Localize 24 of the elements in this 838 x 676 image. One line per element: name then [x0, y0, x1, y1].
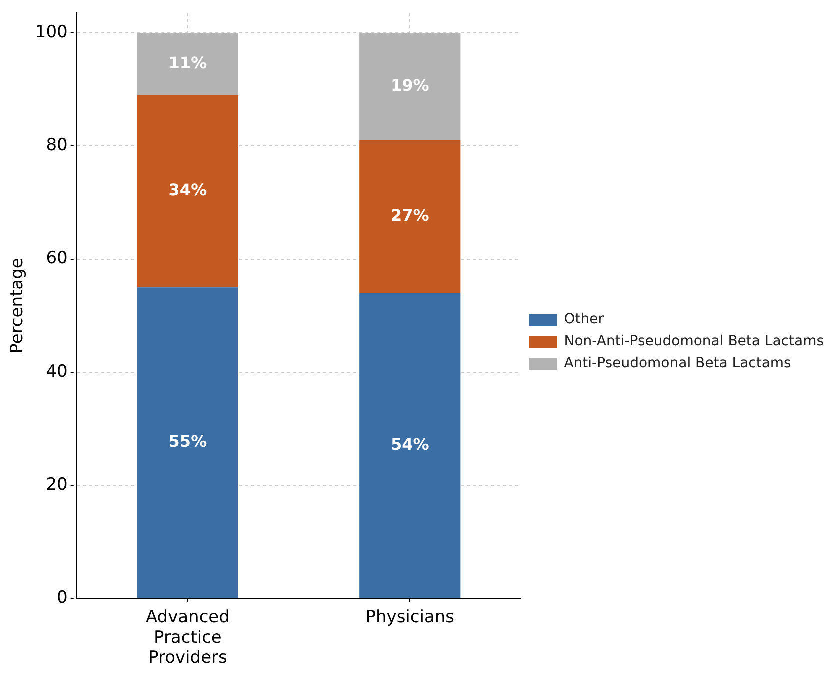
- y-tick-label: 60: [46, 248, 68, 269]
- bar: [137, 288, 238, 598]
- x-tick-label: Physicians: [366, 607, 455, 628]
- data-label: 54%: [390, 434, 430, 454]
- data-label: 27%: [390, 206, 430, 226]
- y-tick-label: 0: [57, 588, 68, 608]
- bar: [360, 140, 461, 294]
- y-tick-label: 100: [35, 22, 68, 42]
- data-label: 55%: [168, 432, 208, 452]
- bar: [137, 33, 238, 96]
- bar: [360, 293, 461, 598]
- y-tick-label: 40: [46, 362, 68, 382]
- legend-label: Non-Anti-Pseudomonal Beta Lactams: [564, 334, 824, 350]
- y-tick-label: 80: [46, 136, 68, 156]
- x-tick-label: Advanced Practice Providers: [146, 607, 230, 668]
- legend-label: Anti-Pseudomonal Beta Lactams: [564, 356, 792, 372]
- bar: [360, 33, 461, 141]
- data-label: 34%: [168, 180, 208, 200]
- y-axis-title: Percentage: [8, 258, 28, 354]
- data-label: 19%: [390, 76, 430, 95]
- legend-label: Other: [564, 312, 604, 328]
- y-tick-label: 20: [46, 475, 68, 496]
- data-label: 11%: [168, 53, 208, 72]
- bar: [137, 95, 238, 288]
